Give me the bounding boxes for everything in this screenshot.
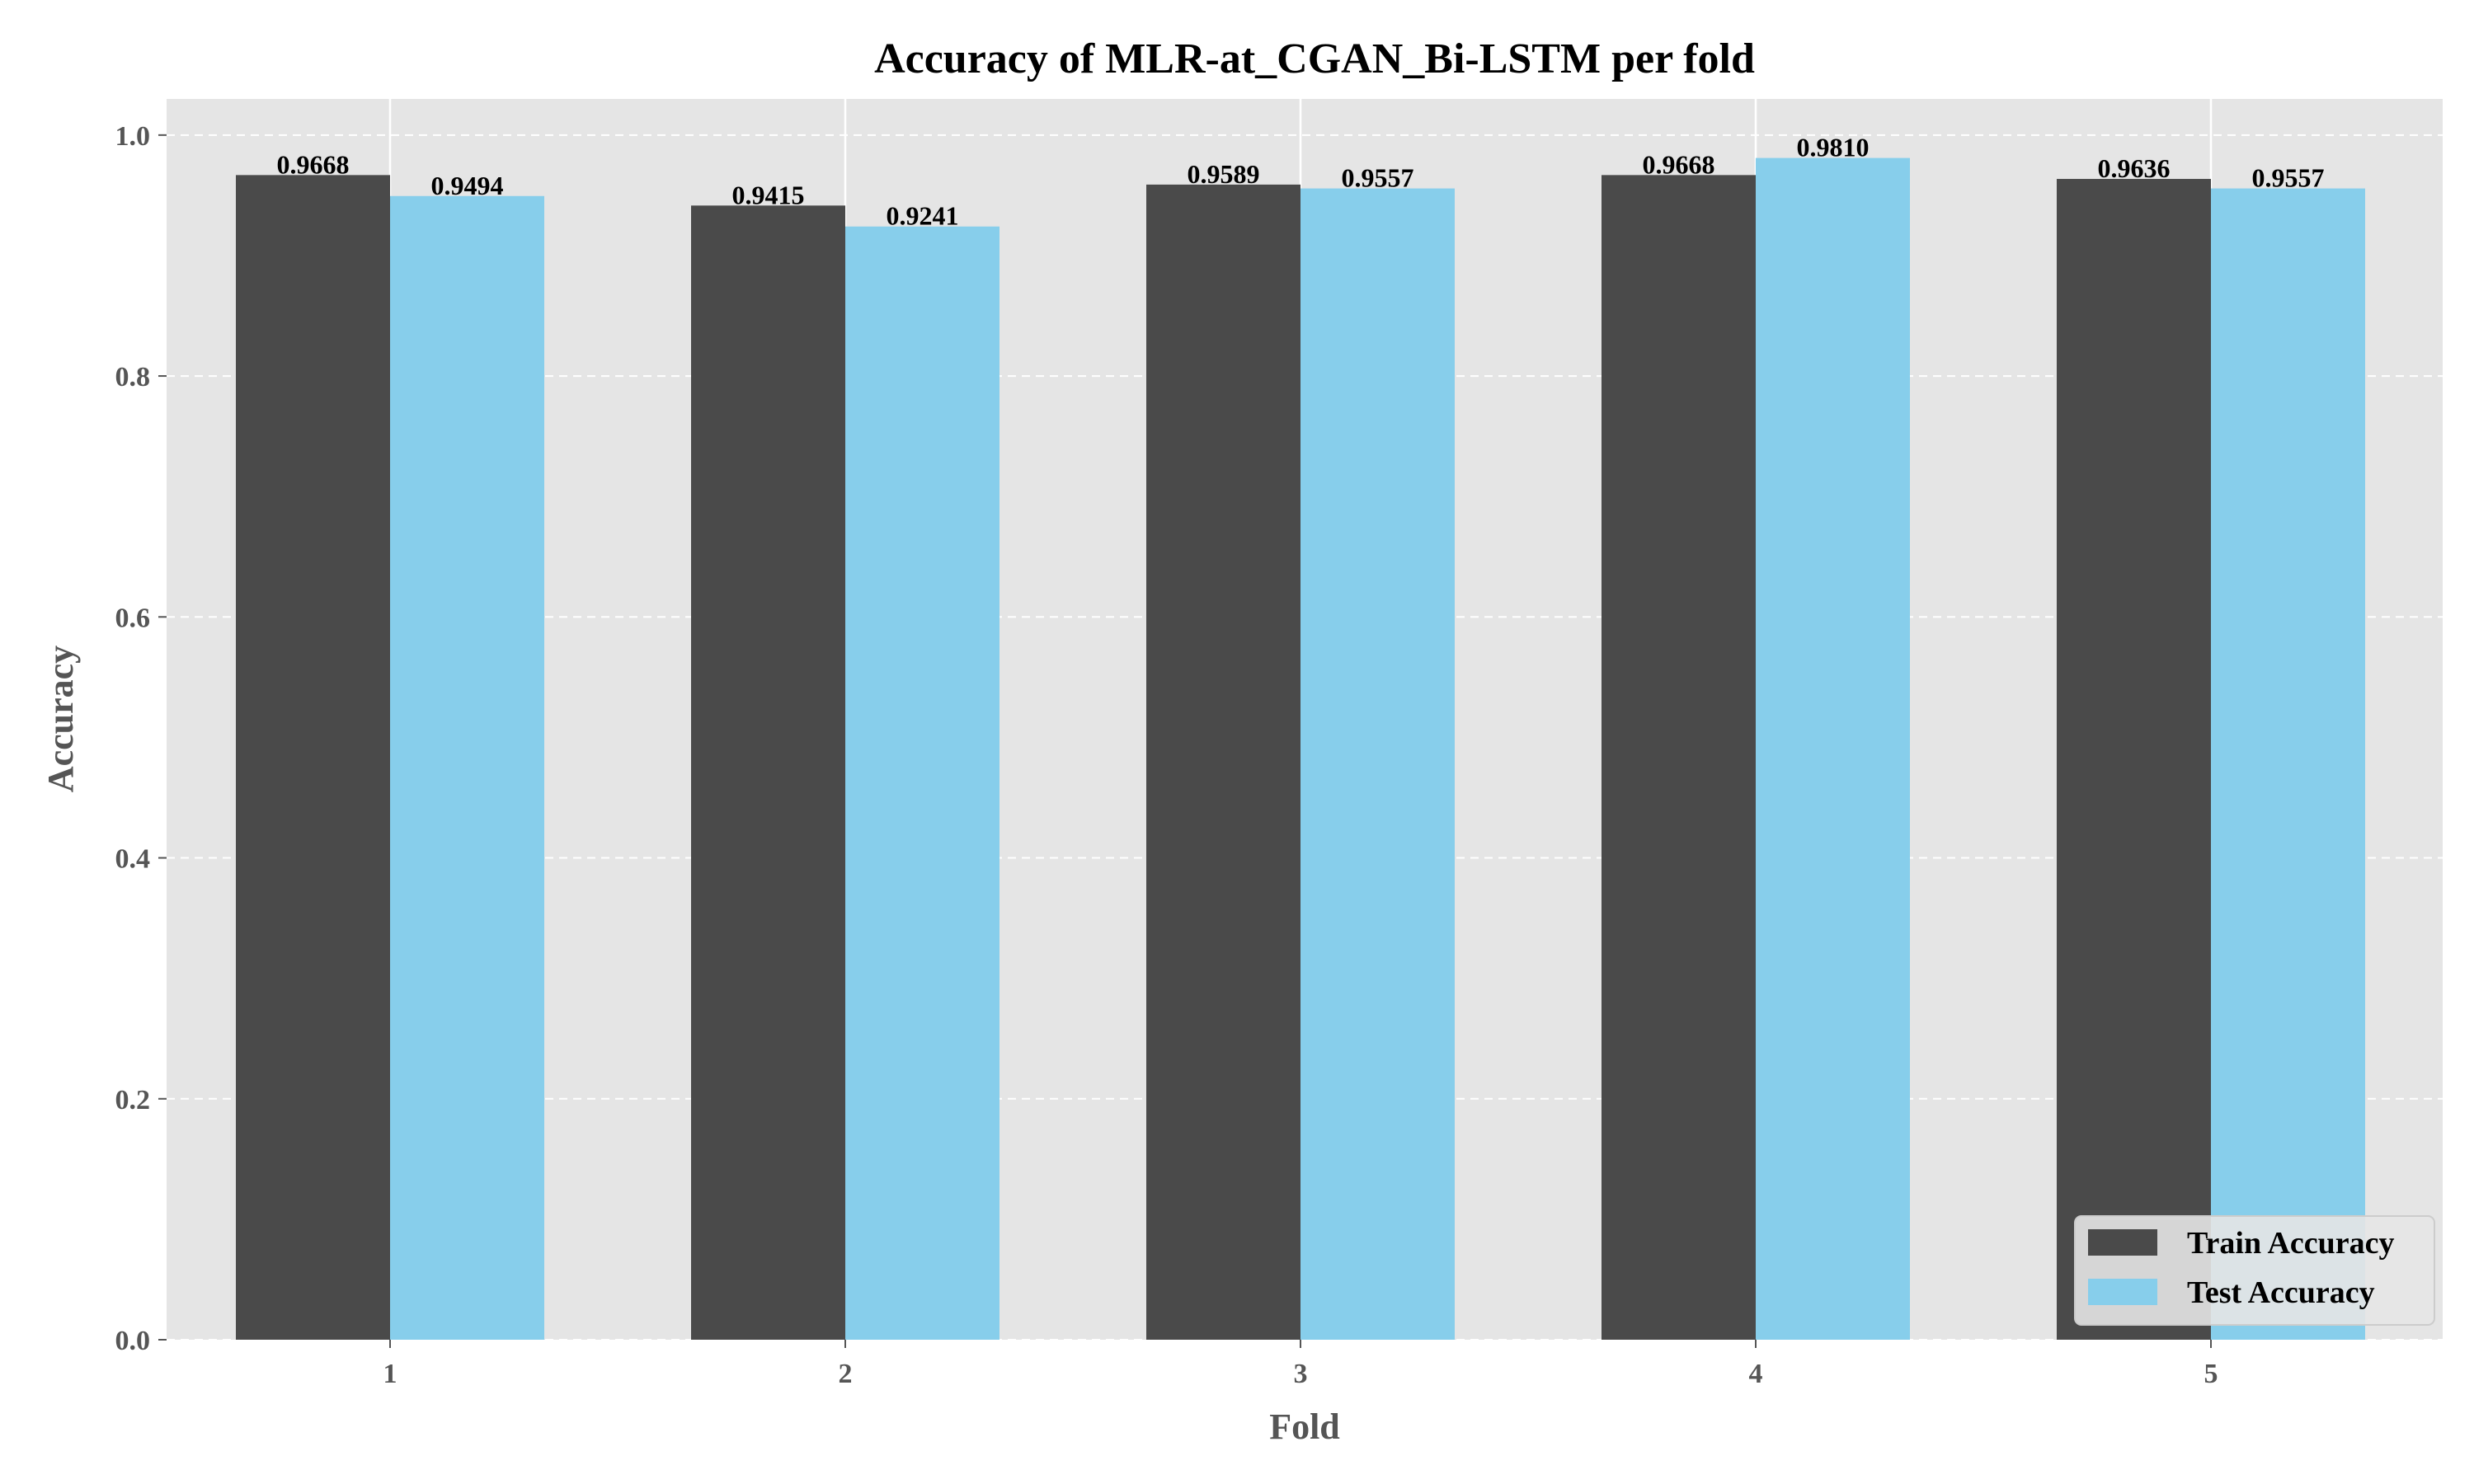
test-accuracy-bar — [1756, 157, 1910, 1341]
train-accuracy-value-label: 0.9589 — [1188, 159, 1260, 189]
test-accuracy-bar — [845, 226, 999, 1341]
y-axis-label: Accuracy — [40, 646, 81, 792]
bars — [236, 157, 2365, 1341]
y-tick-label: 0.0 — [115, 1326, 151, 1356]
y-tick-label: 0.4 — [115, 844, 151, 875]
legend-label-train: Train Accuracy — [2187, 1226, 2395, 1261]
legend-label-test: Test Accuracy — [2187, 1275, 2375, 1310]
x-tick-label: 1 — [383, 1359, 397, 1389]
train-accuracy-value-label: 0.9636 — [2098, 153, 2171, 183]
test-accuracy-value-label: 0.9494 — [431, 171, 504, 200]
x-tick-label: 2 — [839, 1359, 853, 1389]
x-tick-label: 5 — [2204, 1359, 2218, 1389]
test-accuracy-value-label: 0.9241 — [887, 201, 959, 231]
x-axis-label: Fold — [1269, 1407, 1340, 1447]
y-tick-label: 0.8 — [115, 362, 151, 392]
train-accuracy-value-label: 0.9668 — [277, 149, 350, 179]
y-tick-label: 1.0 — [115, 121, 151, 152]
x-tick-label: 3 — [1294, 1359, 1308, 1389]
train-accuracy-bar — [691, 205, 845, 1340]
legend: Train Accuracy Test Accuracy — [2074, 1215, 2435, 1326]
chart-title: Accuracy of MLR-at_CGAN_Bi-LSTM per fold — [874, 35, 1755, 82]
legend-swatch-train — [2088, 1229, 2157, 1256]
train-accuracy-bar — [1602, 175, 1756, 1341]
y-tick-label: 0.2 — [115, 1085, 151, 1115]
y-tick-label: 0.6 — [115, 603, 151, 633]
legend-box — [2074, 1215, 2435, 1326]
train-accuracy-bar — [1146, 184, 1300, 1341]
train-accuracy-bar — [236, 175, 390, 1341]
test-accuracy-value-label: 0.9557 — [2252, 163, 2325, 193]
test-accuracy-bar — [2211, 188, 2365, 1340]
test-accuracy-value-label: 0.9810 — [1797, 133, 1870, 162]
train-accuracy-value-label: 0.9668 — [1643, 149, 1715, 179]
data-labels: 0.9668 0.9415 0.9589 0.9668 0.9636 0.9494 0.92… — [277, 133, 2325, 231]
test-accuracy-bar — [390, 195, 544, 1340]
axis-ticks: 0.0 0.2 0.4 0.6 0.8 1.0 1 2 3 4 5 — [115, 121, 2218, 1389]
train-accuracy-value-label: 0.9415 — [732, 180, 805, 209]
train-accuracy-bar — [2057, 179, 2211, 1340]
test-accuracy-bar — [1300, 188, 1455, 1340]
legend-swatch-test — [2088, 1279, 2157, 1305]
x-tick-label: 4 — [1749, 1359, 1763, 1389]
test-accuracy-value-label: 0.9557 — [1342, 163, 1414, 193]
